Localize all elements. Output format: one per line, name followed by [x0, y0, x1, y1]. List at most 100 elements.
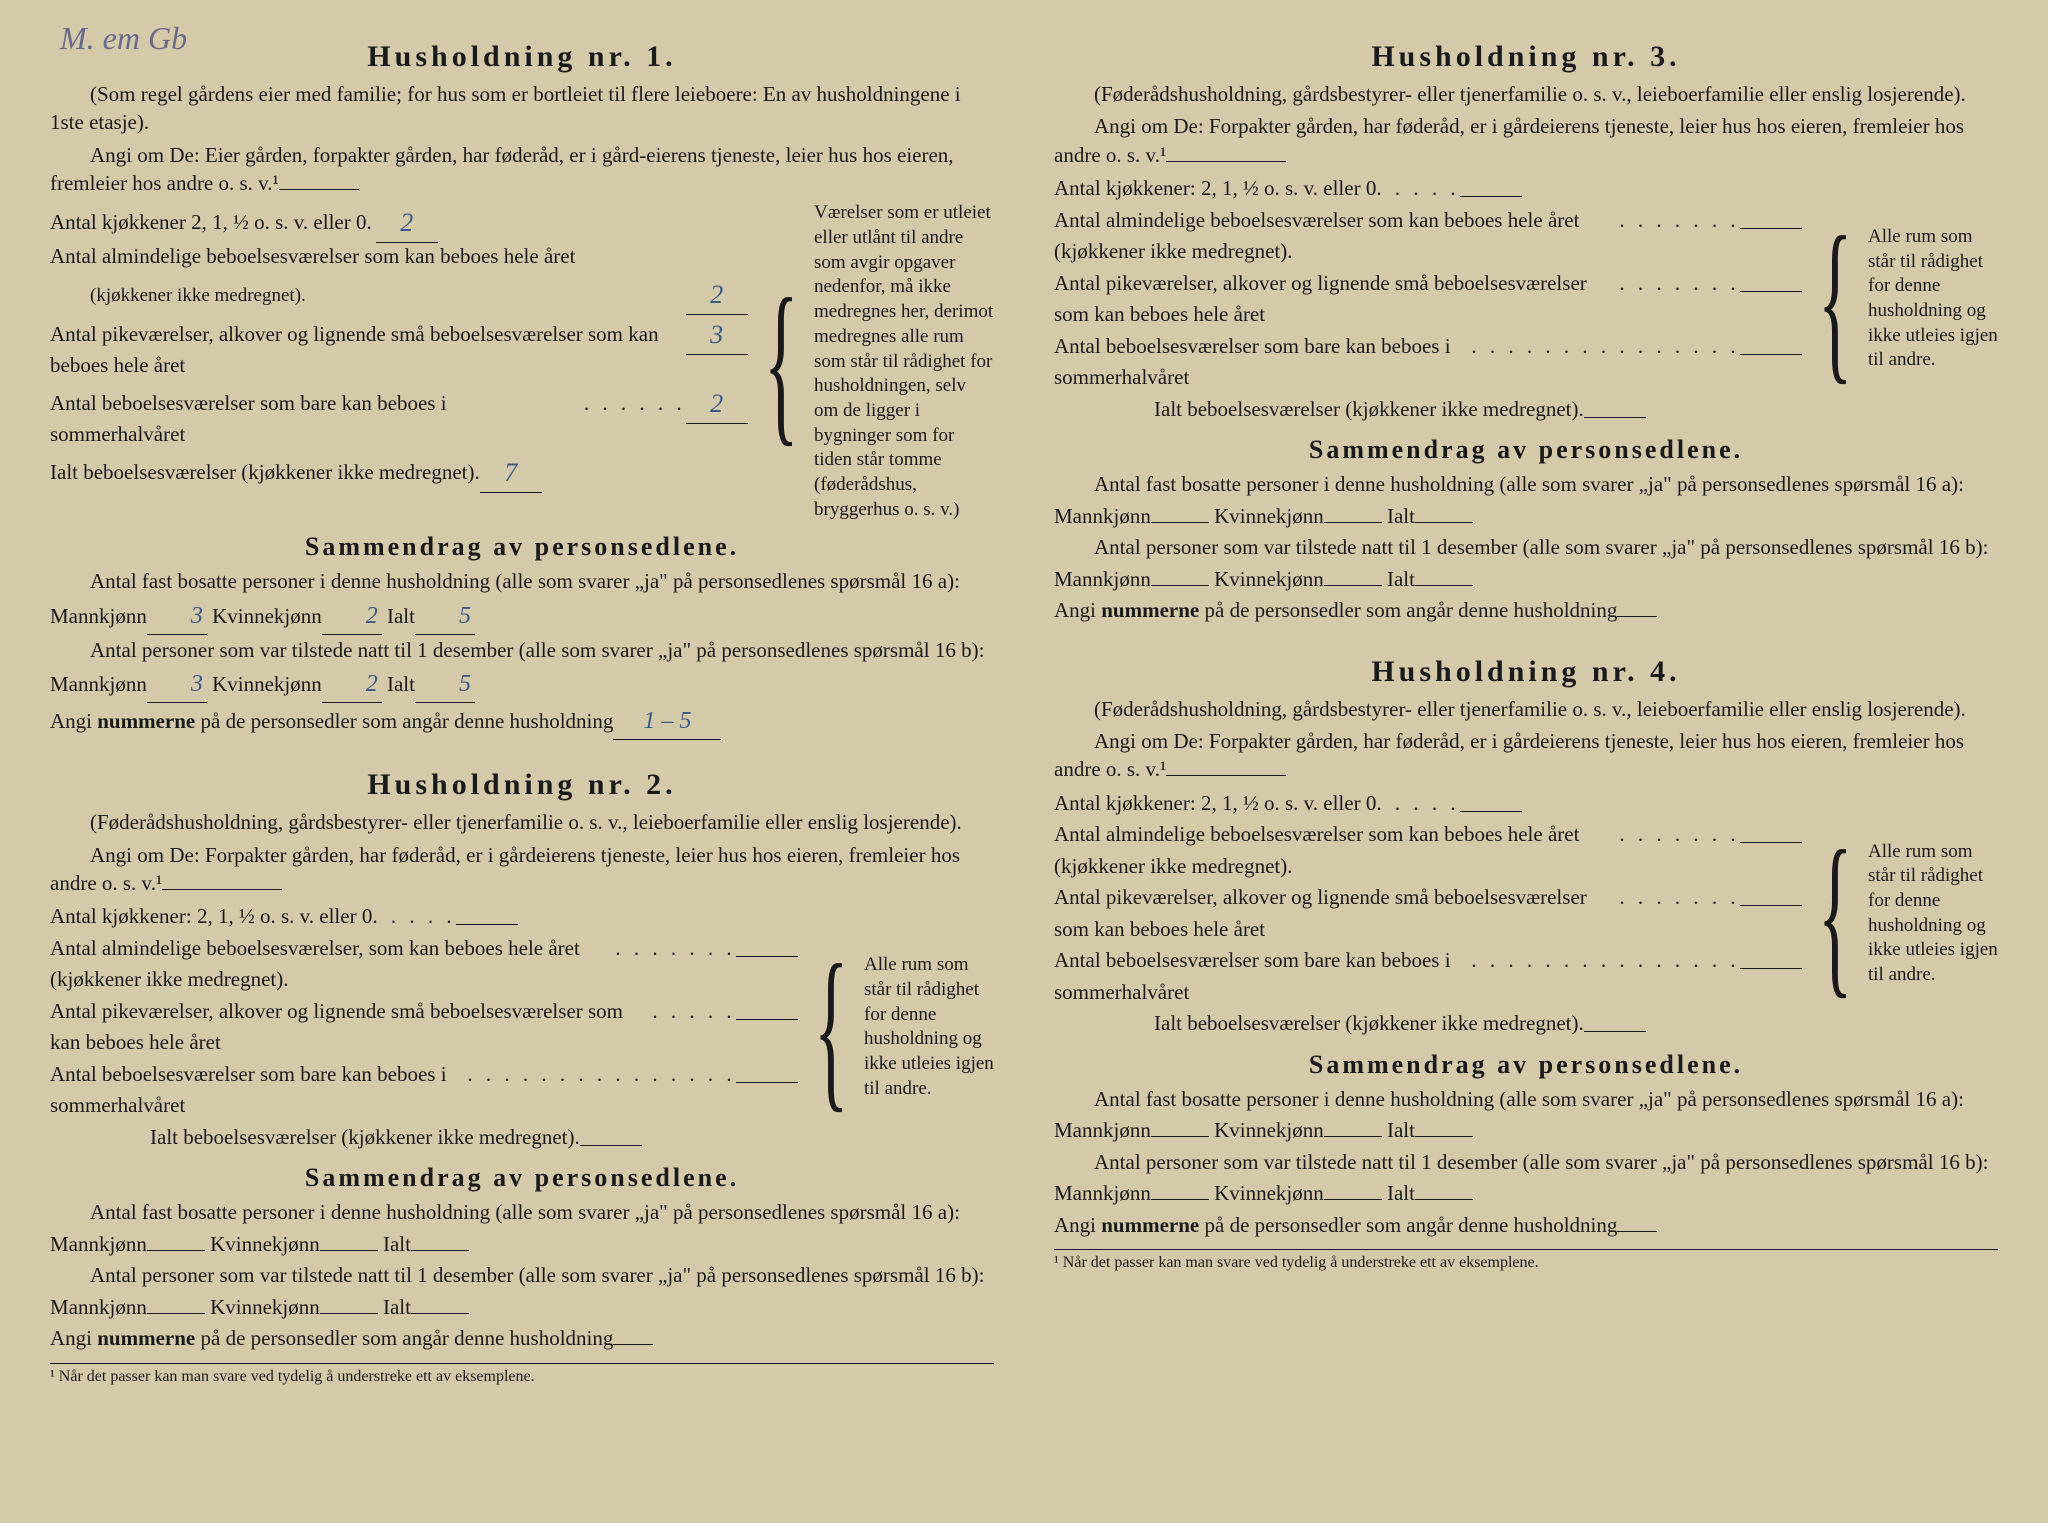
- total-label: Ialt beboelsesværelser (kjøkkener ikke m…: [50, 457, 480, 489]
- summary-3b: Antal personer som var tilstede natt til…: [1054, 532, 1998, 595]
- household-1-note: (Som regel gårdens eier med familie; for…: [50, 80, 994, 137]
- summary-1a: Antal fast bosatte personer i denne hush…: [50, 566, 994, 635]
- sum4a-i[interactable]: [1415, 1136, 1473, 1137]
- rooms1-sub: (kjøkkener ikke medregnet).: [50, 282, 306, 311]
- household-2: Husholdning nr. 2. (Føderådshusholdning,…: [50, 768, 994, 1386]
- angi-num-1-value[interactable]: 1 – 5: [613, 703, 721, 740]
- h3-rooms2-label: Antal pikeværelser, alkover og lignende …: [1054, 268, 1619, 331]
- sum2b-m[interactable]: [147, 1313, 205, 1314]
- brace-icon: {: [814, 942, 849, 1113]
- household-4-summary-title: Sammendrag av personsedlene.: [1054, 1050, 1998, 1080]
- h2-kitchens-label: Antal kjøkkener: 2, 1, ½ o. s. v. eller …: [50, 901, 372, 933]
- sum1a-m[interactable]: 3: [147, 598, 207, 635]
- household-2-sidenote: Alle rum som står til rådighet for denne…: [864, 953, 994, 1101]
- h2-rooms3-value[interactable]: [736, 1082, 798, 1083]
- sum4b-i[interactable]: [1415, 1199, 1473, 1200]
- h3-rooms3-label: Antal beboelsesværelser som bare kan beb…: [1054, 331, 1471, 394]
- h4-rooms2-label: Antal pikeværelser, alkover og lignende …: [1054, 882, 1619, 945]
- sum3a-i[interactable]: [1415, 522, 1473, 523]
- household-3: Husholdning nr. 3. (Føderådshusholdning,…: [1054, 40, 1998, 627]
- sum3b-k[interactable]: [1324, 585, 1382, 586]
- document-spread: Husholdning nr. 1. (Som regel gårdens ei…: [0, 0, 2048, 1523]
- total-value[interactable]: 7: [480, 453, 542, 493]
- brace-icon: {: [1818, 828, 1853, 999]
- sum4b-m[interactable]: [1151, 1199, 1209, 1200]
- rooms3-label: Antal beboelsesværelser som bare kan beb…: [50, 388, 584, 451]
- summary-2a: Antal fast bosatte personer i denne hush…: [50, 1197, 994, 1260]
- household-4-rooms: Antal kjøkkener: 2, 1, ½ o. s. v. eller …: [1054, 788, 1998, 1040]
- brace-icon: {: [764, 276, 799, 447]
- h3-rooms1-label: Antal almindelige beboelsesværelser som …: [1054, 205, 1619, 268]
- h4-kitchens-value[interactable]: [1460, 811, 1522, 812]
- kitchens-value[interactable]: 2: [376, 203, 438, 243]
- rooms2-label: Antal pikeværelser, alkover og lignende …: [50, 319, 686, 382]
- sum4a-k[interactable]: [1324, 1136, 1382, 1137]
- sum3a-k[interactable]: [1324, 522, 1382, 523]
- h2-total-value[interactable]: [580, 1145, 642, 1146]
- summary-4b: Antal personer som var tilstede natt til…: [1054, 1147, 1998, 1210]
- household-4-sidenote: Alle rum som står til rådighet for denne…: [1868, 840, 1998, 988]
- kitchens-label: Antal kjøkkener 2, 1, ½ o. s. v. eller 0: [50, 207, 367, 239]
- h4-total-label: Ialt beboelsesværelser (kjøkkener ikke m…: [1154, 1008, 1584, 1040]
- h3-rooms2-value[interactable]: [1740, 291, 1802, 292]
- h4-rooms3-value[interactable]: [1740, 968, 1802, 969]
- summary-2b: Antal personer som var tilstede natt til…: [50, 1260, 994, 1323]
- h3-rooms1-value[interactable]: [1740, 228, 1802, 229]
- rooms1-value[interactable]: 2: [686, 275, 748, 315]
- household-3-summary-title: Sammendrag av personsedlene.: [1054, 435, 1998, 465]
- h2-rooms1-label: Antal almindelige beboelsesværelser, som…: [50, 933, 615, 996]
- footnote-right: ¹ Når det passer kan man svare ved tydel…: [1054, 1249, 1998, 1272]
- rooms2-value[interactable]: 3: [686, 315, 748, 355]
- angi-nummerne-1: Angi nummerne på de personsedler som ang…: [50, 703, 994, 740]
- sum1b-m[interactable]: 3: [147, 666, 207, 703]
- household-4: Husholdning nr. 4. (Føderådshusholdning,…: [1054, 655, 1998, 1273]
- household-3-sidenote: Alle rum som står til rådighet for denne…: [1868, 225, 1998, 373]
- sum1b-k[interactable]: 2: [322, 666, 382, 703]
- h3-kitchens-label: Antal kjøkkener: 2, 1, ½ o. s. v. eller …: [1054, 173, 1376, 205]
- sum1a-k[interactable]: 2: [322, 598, 382, 635]
- left-page: Husholdning nr. 1. (Som regel gårdens ei…: [50, 40, 994, 1483]
- summary-1b: Antal personer som var tilstede natt til…: [50, 635, 994, 704]
- household-4-angi: Angi om De: Forpakter gården, har føderå…: [1054, 727, 1998, 784]
- household-1-title: Husholdning nr. 1.: [50, 40, 994, 74]
- h2-rooms2-value[interactable]: [736, 1019, 798, 1020]
- sum1b-i[interactable]: 5: [415, 666, 475, 703]
- household-2-rooms: Antal kjøkkener: 2, 1, ½ o. s. v. eller …: [50, 901, 994, 1153]
- household-1-sidenote: Værelser som er utleiet eller utlånt til…: [814, 201, 994, 522]
- household-3-rooms: Antal kjøkkener: 2, 1, ½ o. s. v. eller …: [1054, 173, 1998, 425]
- household-1-rooms: Antal kjøkkener 2, 1, ½ o. s. v. eller 0…: [50, 201, 994, 522]
- sum2b-k[interactable]: [320, 1313, 378, 1314]
- sum3b-m[interactable]: [1151, 585, 1209, 586]
- sum4a-m[interactable]: [1151, 1136, 1209, 1137]
- h3-total-value[interactable]: [1584, 417, 1646, 418]
- h3-rooms3-value[interactable]: [1740, 354, 1802, 355]
- h4-rooms1-value[interactable]: [1740, 842, 1802, 843]
- summary-3a: Antal fast bosatte personer i denne hush…: [1054, 469, 1998, 532]
- summary-4a: Antal fast bosatte personer i denne hush…: [1054, 1084, 1998, 1147]
- household-4-note: (Føderådshusholdning, gårdsbestyrer- ell…: [1054, 695, 1998, 723]
- sum2a-i[interactable]: [411, 1250, 469, 1251]
- h2-kitchens-value[interactable]: [456, 924, 518, 925]
- household-2-summary-title: Sammendrag av personsedlene.: [50, 1163, 994, 1193]
- rooms1-label: Antal almindelige beboelsesværelser som …: [50, 241, 575, 273]
- sum3a-m[interactable]: [1151, 522, 1209, 523]
- h4-rooms1-label: Antal almindelige beboelsesværelser som …: [1054, 819, 1619, 882]
- h4-total-value[interactable]: [1584, 1031, 1646, 1032]
- sum2a-k[interactable]: [320, 1250, 378, 1251]
- sum2b-i[interactable]: [411, 1313, 469, 1314]
- h3-total-label: Ialt beboelsesværelser (kjøkkener ikke m…: [1154, 394, 1584, 426]
- angi-nummerne-2: Angi nummerne på de personsedler som ang…: [50, 1323, 994, 1355]
- sum1a-i[interactable]: 5: [415, 598, 475, 635]
- sum4b-k[interactable]: [1324, 1199, 1382, 1200]
- sum3b-i[interactable]: [1415, 585, 1473, 586]
- household-4-title: Husholdning nr. 4.: [1054, 655, 1998, 689]
- h2-total-label: Ialt beboelsesværelser (kjøkkener ikke m…: [150, 1122, 580, 1154]
- household-1-summary-title: Sammendrag av personsedlene.: [50, 532, 994, 562]
- h4-rooms3-label: Antal beboelsesværelser som bare kan beb…: [1054, 945, 1471, 1008]
- h2-rooms1-value[interactable]: [736, 956, 798, 957]
- household-3-note: (Føderådshusholdning, gårdsbestyrer- ell…: [1054, 80, 1998, 108]
- rooms3-value[interactable]: 2: [686, 384, 748, 424]
- sum2a-m[interactable]: [147, 1250, 205, 1251]
- h3-kitchens-value[interactable]: [1460, 196, 1522, 197]
- h4-rooms2-value[interactable]: [1740, 905, 1802, 906]
